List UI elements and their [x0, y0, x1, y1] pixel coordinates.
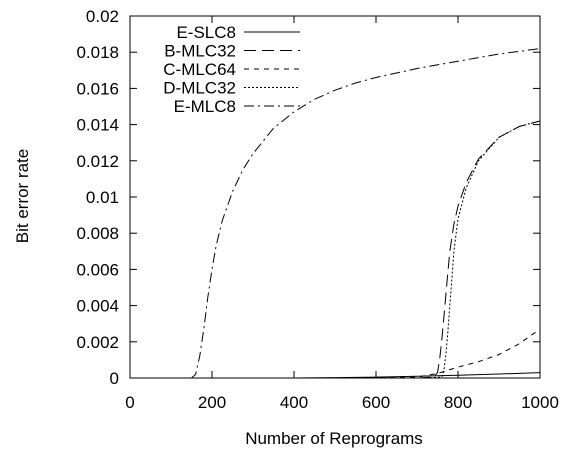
y-tick-label: 0.008 — [76, 224, 119, 243]
x-tick-label: 0 — [125, 393, 134, 412]
series-line-e-mlc8 — [130, 48, 541, 379]
y-tick-label: 0.016 — [76, 79, 119, 98]
y-tick-label: 0.014 — [76, 116, 119, 135]
y-tick-label: 0 — [110, 369, 119, 388]
x-tick-label: 400 — [280, 393, 308, 412]
y-tick-label: 0.002 — [76, 333, 119, 352]
x-tick-label: 600 — [362, 393, 390, 412]
y-tick-label: 0.012 — [76, 152, 119, 171]
legend-label: E-MLC8 — [174, 97, 236, 116]
legend-label: D-MLC32 — [163, 79, 236, 98]
x-axis-title: Number of Reprograms — [245, 429, 423, 448]
x-tick-label: 800 — [444, 393, 472, 412]
y-axis-title: Bit error rate — [13, 149, 32, 243]
legend-label: B-MLC32 — [164, 42, 236, 61]
y-tick-label: 0.02 — [86, 7, 119, 26]
series-line-e-slc8 — [130, 372, 541, 379]
series-line-c-mlc64 — [130, 328, 541, 379]
y-tick-label: 0.01 — [86, 188, 119, 207]
y-tick-label: 0.018 — [76, 43, 119, 62]
y-tick-label: 0.004 — [76, 297, 119, 316]
series-line-d-mlc32 — [130, 120, 541, 379]
series-line-b-mlc32 — [130, 120, 541, 379]
y-tick-label: 0.006 — [76, 260, 119, 279]
x-tick-label: 200 — [198, 393, 226, 412]
legend-label: C-MLC64 — [163, 60, 236, 79]
legend-label: E-SLC8 — [176, 23, 236, 42]
x-tick-label: 1000 — [521, 393, 559, 412]
